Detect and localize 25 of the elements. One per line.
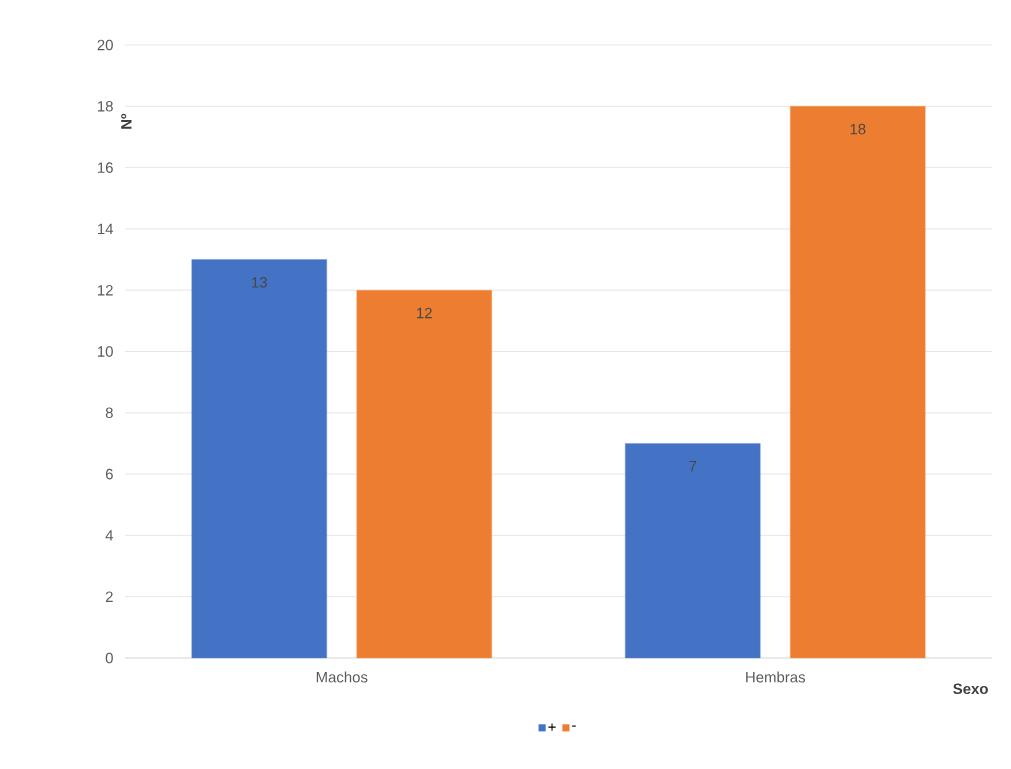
data-label: 13 [252,277,267,288]
data-label: 18 [850,123,866,135]
data-label: 7 [689,460,697,472]
x-axis-title: Sexo [953,683,988,695]
bar [790,106,926,659]
bar [191,259,327,659]
y-tick-label: 12 [98,284,113,296]
y-tick-label: 16 [98,162,113,173]
bar [625,443,761,659]
legend-label: - [572,725,576,727]
legend-label: + [548,723,556,731]
y-tick-label: 18 [98,101,113,112]
y-axis-title: Nº [121,113,132,129]
y-tick-label: 14 [98,223,114,235]
y-tick-label: 20 [97,39,113,51]
y-tick-label: 8 [105,407,113,419]
y-tick-label: 4 [105,530,114,541]
x-tick-label: Hembras [746,671,806,683]
data-label: 12 [417,307,432,319]
y-tick-label: 6 [105,468,113,480]
bar [356,290,492,659]
x-tick-label: Machos [316,671,368,683]
y-tick-label: 10 [98,346,113,357]
y-tick-label: 2 [105,591,113,602]
y-tick-label: 0 [105,652,113,664]
